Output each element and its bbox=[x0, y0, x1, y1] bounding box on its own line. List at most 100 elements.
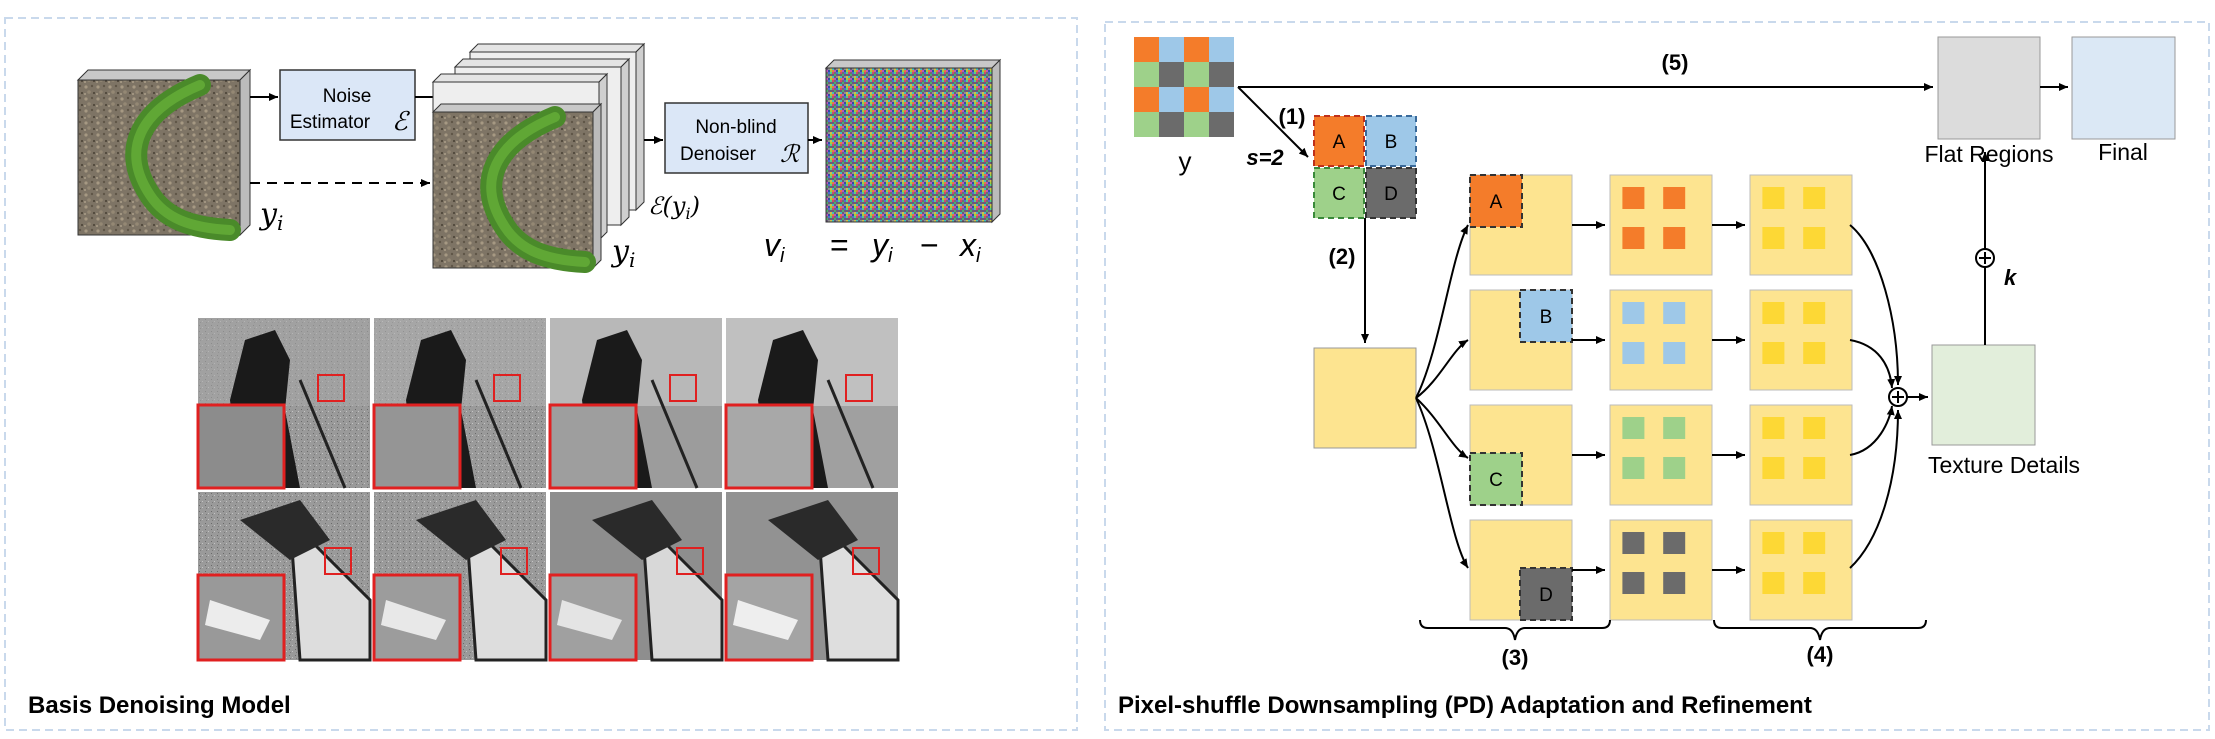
stage2-dot-b bbox=[1622, 302, 1645, 324]
stage2-dot-d bbox=[1622, 572, 1645, 594]
input-cell-b bbox=[1159, 87, 1184, 112]
abcd-label-d: D bbox=[1384, 184, 1398, 205]
input-cell-a bbox=[1184, 37, 1209, 62]
input-y-label: y bbox=[1179, 146, 1192, 176]
image-stack bbox=[431, 42, 646, 273]
brace-step4 bbox=[1713, 619, 1927, 641]
stage1-tile-label-c: C bbox=[1489, 470, 1503, 491]
input-cell-c bbox=[1184, 62, 1209, 87]
cameraman-row bbox=[196, 318, 898, 490]
row-b: B bbox=[1469, 289, 1853, 391]
stage2-dot-d bbox=[1622, 532, 1645, 554]
stride-label: s=2 bbox=[1246, 145, 1284, 170]
stage2-dot-c bbox=[1622, 457, 1645, 479]
step5-label: (5) bbox=[1662, 50, 1689, 75]
step4-label: (4) bbox=[1807, 642, 1834, 667]
stage3-dot-c bbox=[1803, 417, 1826, 439]
input-cell-a bbox=[1134, 37, 1159, 62]
stage2-dot-c bbox=[1622, 417, 1645, 439]
denoiser-line2: Denoiser bbox=[680, 144, 757, 165]
stage2-dot-b bbox=[1622, 342, 1645, 364]
k-label: k bbox=[2004, 265, 2018, 290]
flat-regions-label: Flat Regions bbox=[1924, 141, 2053, 167]
stage3-dot-a bbox=[1803, 227, 1826, 249]
stage1-tile-d bbox=[1519, 567, 1573, 621]
step3-label: (3) bbox=[1502, 645, 1529, 670]
stage2-dot-a bbox=[1622, 187, 1645, 209]
final-label: Final bbox=[2098, 139, 2148, 165]
stage1-tile-a bbox=[1469, 174, 1523, 228]
stage2-dot-a bbox=[1663, 187, 1686, 209]
input-cell-c bbox=[1184, 112, 1209, 137]
stage3-dot-c bbox=[1803, 457, 1826, 479]
svg-text:vi: vi bbox=[764, 227, 785, 267]
stage2-square-a bbox=[1609, 174, 1713, 276]
flat-regions-box bbox=[1937, 36, 2041, 140]
row-c: C bbox=[1469, 404, 1853, 506]
input-cell-d bbox=[1209, 112, 1234, 137]
label-yi-2: yi bbox=[610, 234, 635, 272]
stage2-dot-a bbox=[1663, 227, 1686, 249]
brace-step3 bbox=[1419, 619, 1611, 641]
texture-details-box bbox=[1931, 344, 2036, 446]
left-panel-border bbox=[4, 17, 1078, 731]
input-cell-b bbox=[1209, 87, 1234, 112]
input-cell-d bbox=[1159, 62, 1184, 87]
stage3-dot-a bbox=[1762, 187, 1785, 209]
merge-arrows bbox=[1849, 224, 1902, 569]
subimage-rows: A B C D bbox=[1469, 174, 1853, 621]
abcd-label-a: A bbox=[1333, 132, 1346, 153]
stage1-tile-label-b: B bbox=[1540, 307, 1553, 328]
svg-text:yi: yi bbox=[870, 227, 893, 267]
right-panel-border bbox=[1104, 21, 2210, 731]
stage2-dot-a bbox=[1622, 227, 1645, 249]
noise-estimator-line2: Estimator bbox=[290, 112, 371, 133]
input-cell-c bbox=[1134, 112, 1159, 137]
stage2-dot-d bbox=[1663, 532, 1686, 554]
butterfly-row bbox=[196, 492, 900, 662]
noise-estimator-line1: Noise bbox=[323, 86, 372, 107]
stage3-dot-a bbox=[1803, 187, 1826, 209]
noise-estimator-box bbox=[279, 69, 416, 141]
arrow-step1 bbox=[1237, 86, 1309, 158]
input-cell-d bbox=[1209, 62, 1234, 87]
input-image bbox=[76, 68, 252, 241]
label-e-yi: ℰ(yi) bbox=[648, 192, 700, 223]
input-y-grid bbox=[1134, 37, 1234, 137]
stage2-dot-b bbox=[1663, 302, 1686, 324]
svg-text:=: = bbox=[830, 227, 849, 263]
stage2-dot-b bbox=[1663, 342, 1686, 364]
abcd-label-b: B bbox=[1385, 132, 1398, 153]
denoiser-symbol: ℛ bbox=[780, 140, 801, 168]
stage3-dot-b bbox=[1762, 342, 1785, 364]
input-cell-a bbox=[1184, 87, 1209, 112]
comparison-grid bbox=[196, 318, 900, 662]
row-a: A bbox=[1469, 174, 1853, 276]
stage3-dot-a bbox=[1762, 227, 1785, 249]
step1-label: (1) bbox=[1279, 104, 1306, 129]
row-d: D bbox=[1469, 519, 1853, 621]
label-yi-1: yi bbox=[258, 197, 283, 235]
stage1-tile-b bbox=[1519, 289, 1573, 343]
stage3-dot-d bbox=[1762, 572, 1785, 594]
stage3-dot-b bbox=[1762, 302, 1785, 324]
abcd-label-c: C bbox=[1332, 184, 1346, 205]
subimage-a bbox=[1313, 115, 1365, 167]
stage1-tile-c bbox=[1469, 452, 1523, 506]
stage2-dot-c bbox=[1663, 417, 1686, 439]
input-cell-b bbox=[1209, 37, 1234, 62]
input-cell-a bbox=[1134, 87, 1159, 112]
fan-arrows bbox=[1415, 224, 1469, 569]
noise-output bbox=[824, 58, 1002, 224]
stage3-dot-b bbox=[1803, 342, 1826, 364]
subimage-b bbox=[1365, 115, 1417, 167]
texture-details-label: Texture Details bbox=[1928, 452, 2080, 478]
right-panel-title: Pixel-shuffle Downsampling (PD) Adaptati… bbox=[1118, 692, 1812, 719]
input-cell-d bbox=[1159, 112, 1184, 137]
denoiser-box bbox=[664, 102, 809, 174]
step2-label: (2) bbox=[1329, 244, 1356, 269]
input-cell-c bbox=[1134, 62, 1159, 87]
central-yellow-square bbox=[1313, 347, 1417, 449]
noise-equation: vi = yi − xi bbox=[764, 227, 981, 267]
